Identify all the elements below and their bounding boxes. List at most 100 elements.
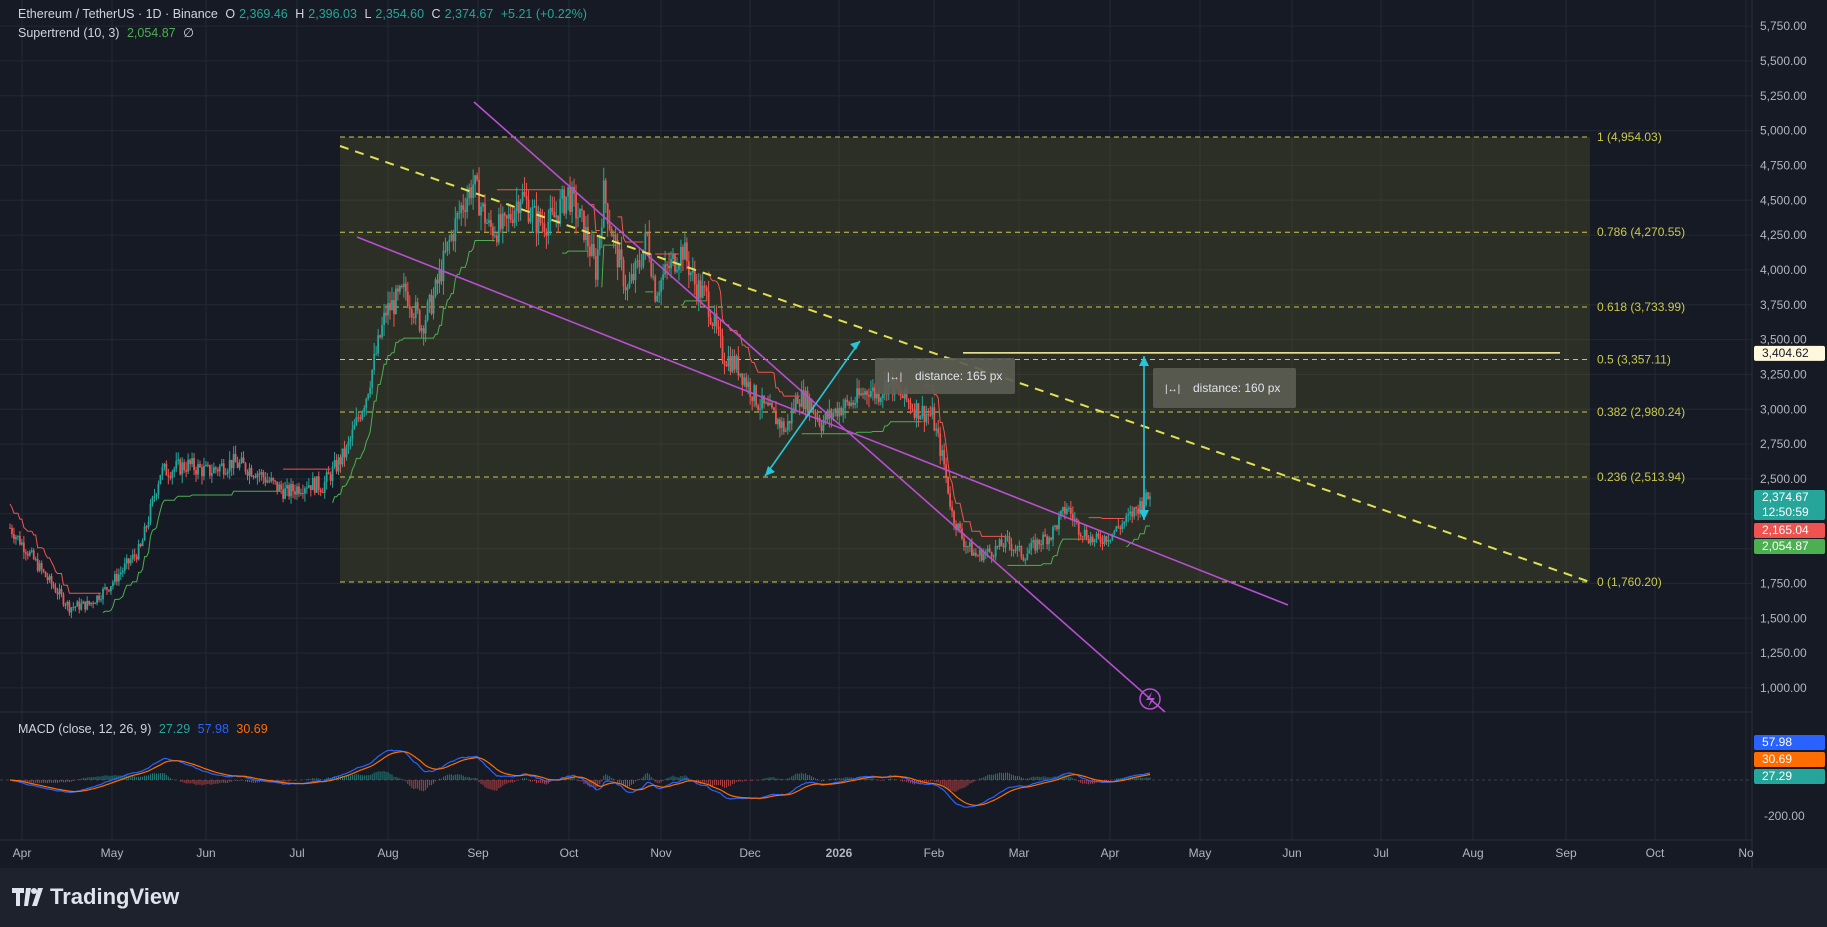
candle-body [778,419,781,428]
candle-body [784,430,787,432]
candle-body [345,446,348,458]
candle-body [187,459,190,472]
candle-body [509,213,512,220]
macd-price-badge[interactable] [1754,752,1825,767]
candle-body [1071,513,1074,520]
candle-body [212,467,215,474]
candle-body [788,420,791,424]
macd-legend[interactable]: MACD (close, 12, 26, 9) 27.29 57.98 30.6… [18,722,272,736]
price-badge-text: 2,374.67 [1762,490,1809,504]
candle-body [980,550,983,561]
candle-body [577,217,579,219]
candle-body [824,413,827,422]
time-axis[interactable]: Apr May Jun Jul Aug Sep Oct Nov Dec 2026 Feb Mar Apr… [13,846,1754,860]
candle-body [133,554,136,557]
candle-body [408,305,411,310]
signal-line [9,751,1151,806]
candle-body [179,459,182,475]
candle-body [321,492,324,494]
price-badge[interactable] [1754,523,1825,538]
candle-body [988,548,991,553]
macd-price-badge[interactable] [1754,735,1825,750]
candle-body [406,291,409,306]
candle-body [199,464,201,468]
macd-price-badge[interactable] [1754,769,1825,784]
candle-body [240,457,243,463]
candle-body [701,285,704,298]
candle-body [751,396,754,401]
candle-body [123,563,126,571]
candle-body [505,215,508,219]
candle-body [834,408,837,413]
price-tick-label: 5,500.00 [1760,54,1807,68]
candle-body [110,586,112,592]
time-tick-label: Jun [1282,846,1301,860]
candle-body [482,203,484,207]
tradingview-logo[interactable]: TradingView [12,884,179,910]
candle-body [493,235,496,237]
candle-body [54,587,57,593]
candle-body [30,550,33,552]
candle-body [507,213,510,219]
supertrend-legend[interactable]: Supertrend (10, 3) 2,054.87 ∅ [18,25,198,40]
candle-body [268,480,271,482]
symbol-legend: Ethereum / TetherUS · 1D · Binance O 2,36… [18,7,591,21]
candle-body [468,187,471,199]
candle-body [226,471,229,474]
measure-label: distance: 165 px [915,369,1002,383]
candle-body [731,356,734,372]
candle-body [1081,536,1084,538]
candle-body [994,545,997,557]
candle-body [260,472,263,475]
time-tick-label: Dec [739,846,760,860]
candle-body [620,249,623,261]
price-badge[interactable] [1754,539,1825,554]
candle-body [88,600,91,605]
candle-body [1073,519,1076,521]
supertrend-hidden-icon[interactable]: ∅ [183,26,194,40]
symbol-title[interactable]: Ethereum / TetherUS · 1D · Binance [18,7,218,21]
candle-body [850,402,853,406]
macd-price-badge-text: 30.69 [1762,752,1792,766]
candle-body [252,476,255,478]
candle-body [830,409,833,418]
candle-body [848,401,851,406]
candle-body [741,373,744,385]
candle-body [351,429,354,439]
candle-body [1028,549,1031,554]
candle-body [767,402,769,406]
price-badge-text: 2,054.87 [1762,539,1809,553]
candle-body [26,553,29,556]
drawing-tools[interactable]: |↔| distance: 165 px |↔| distance: 160 px [339,101,1591,713]
price-axis[interactable]: 6,000.005,750.005,500.005,250.005,000.00… [1751,0,1827,868]
candle-body [501,213,504,229]
candle-body [911,408,914,410]
candle-body [86,600,89,610]
hline-price-badge[interactable] [1754,345,1825,361]
price-badge[interactable] [1754,490,1825,520]
candle-body [458,212,461,214]
candle-body [695,284,698,300]
candle-body [670,259,672,269]
candle-body [307,485,310,488]
candle-body [462,205,465,210]
candle-body [214,467,217,470]
supertrend-line [332,240,495,503]
candle-body [727,356,730,367]
candle-body [1083,529,1086,537]
candle-body [38,563,41,571]
candle-body [832,412,835,418]
candle-body [347,441,350,447]
candle-body [137,544,140,560]
candle-body [480,206,482,216]
candle-body [517,201,520,214]
candle-body [119,572,122,575]
candle-body [391,300,393,311]
candle-body [585,227,587,240]
chart-canvas[interactable]: 1 (4,954.03) 0.786 (4,270.55) 0.618 (3,733… [0,0,1827,868]
candle-body [1103,536,1106,544]
candle-body [181,462,184,475]
candle-body [177,459,180,462]
candle-body [151,497,154,504]
candle-body [1111,533,1114,540]
